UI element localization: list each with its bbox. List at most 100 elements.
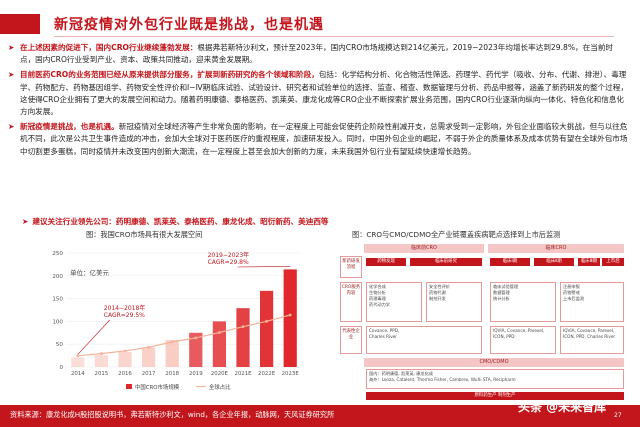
bar-2021E xyxy=(236,308,250,367)
bullet-list: ➤ 在上述因素的促进下，国内CRO行业继续蓬勃发展：根据弗若斯特沙利文，预计至2… xyxy=(8,42,628,161)
title-divider xyxy=(54,36,614,37)
company-box: IQVIA, Covance, Parexel, ICON, PPD xyxy=(490,326,556,354)
side-label: 代表性企业 xyxy=(340,326,362,354)
bar-2023E xyxy=(283,269,297,367)
bullet-body: 新冠疫情对全球经济等产生非常负面的影响，在一定程度上可能会促使药企阶段性削减开支… xyxy=(20,122,628,156)
bullet-lead: 在上述因素的促进下，国内CRO行业继续蓬勃发展： xyxy=(20,43,198,52)
service-box: 注册申报 药物警戒 上市后监测 xyxy=(560,282,624,322)
bullet-item: ➤ 新冠疫情是挑战，也是机遇。新冠疫情对全球经济等产生非常负面的影响，在一定程度… xyxy=(8,121,628,158)
recommendation-text: 建议关注行业领先公司：药明康德、凯莱英、泰格医药、康龙化成、昭衍新药、美迪西等 xyxy=(32,217,329,226)
share-point-2015 xyxy=(100,352,103,355)
bullet-arrow-icon: ➤ xyxy=(8,122,15,132)
clinical-cro-band: 临床CRO xyxy=(488,244,624,253)
bullet-text: 在上述因素的促进下，国内CRO行业继续蓬勃发展：根据弗若斯特沙利文，预计至202… xyxy=(20,42,628,66)
x-tick-label: 2015 xyxy=(95,371,109,377)
y-tick-label: 250 xyxy=(52,251,63,257)
annotation-2019-2023-pointer xyxy=(237,266,291,268)
cro-cmo-diagram: 临床前CRO 临床CRO 新药研发流程 CRO服务内容 代表性企业 药物发现 临… xyxy=(338,242,628,402)
source-bar xyxy=(0,405,640,427)
cmo-company-box: 国内：药明康德, 凯莱英, 康龙化成 海外：Lonza, Catalent, T… xyxy=(366,369,624,389)
right-figure-title: 图：CRO与CMO/CDMO全产业链覆盖疾病靶点选择到上市后监测 xyxy=(352,230,561,239)
cmo-cdmo-band: CMO/CDMO xyxy=(364,358,624,367)
title-bar: 新冠疫情对外包行业既是挑战，也是机遇 xyxy=(0,0,640,40)
share-point-2021E xyxy=(241,325,245,329)
cro-market-chart: 单位：亿美元 0 50 100 150 200 250 2014 2015 2016 2017 201… xyxy=(44,243,310,395)
share-point-2022E xyxy=(265,319,268,323)
company-box: IQVIA, Covance, Parexel, ICON, PPD, Char… xyxy=(560,326,624,354)
y-tick-label: 200 xyxy=(52,274,63,280)
legend-label-line: 全球占比 xyxy=(209,383,231,391)
bar-2015 xyxy=(94,355,109,367)
bullet-arrow-icon: ➤ xyxy=(8,70,15,80)
y-tick-label: 0 xyxy=(59,365,63,371)
stage-tag: 药物发现 xyxy=(366,258,406,266)
x-tick-label: 2021E xyxy=(234,371,252,377)
recommendation-line: ➤ 建议关注行业领先公司：药明康德、凯莱英、泰格医药、康龙化成、昭衍新药、美迪西等 xyxy=(22,216,329,227)
annotation-2014-2018-cagr: CAGR=29.5% xyxy=(104,312,145,319)
page-title: 新冠疫情对外包行业既是挑战，也是机遇 xyxy=(54,17,324,33)
bar-2022E xyxy=(259,290,274,367)
share-point-2016 xyxy=(123,349,127,353)
bullet-item: ➤ 在上述因素的促进下，国内CRO行业继续蓬勃发展：根据弗若斯特沙利文，预计至2… xyxy=(8,42,628,66)
bullet-body: 根据弗若斯特沙利文，预计至2023年，国内CRO市场规模达到214亿美元，201… xyxy=(20,43,614,65)
bullet-text: 新冠疫情是挑战，也是机遇。新冠疫情对全球经济等产生非常负面的影响，在一定程度上可… xyxy=(20,121,628,158)
x-tick-label: 2014 xyxy=(71,371,85,377)
y-tick-label: 100 xyxy=(52,319,63,325)
share-point-2017 xyxy=(147,345,150,349)
page-number: 27 xyxy=(614,412,622,419)
bar-2018 xyxy=(165,340,179,367)
stage-tag: 临床Ⅲ期 xyxy=(578,258,600,266)
x-tick-label: 2019 xyxy=(189,371,203,377)
share-line xyxy=(77,314,291,357)
service-box: 临床试验管理 数据管理 统计分析 xyxy=(490,282,556,322)
bar-2014 xyxy=(71,357,85,367)
service-box: 安全性评价 药物代谢 制剂开发 xyxy=(426,282,482,322)
stage-tag: 临床Ⅱ期 xyxy=(534,258,574,266)
side-label: CRO服务内容 xyxy=(340,282,362,322)
bullet-item: ➤ 目前医药CRO的业务范围已经从原来提供部分服务，扩展到新药研究的各个领域和阶… xyxy=(8,69,628,118)
share-point-2019 xyxy=(194,336,198,340)
bar-2020E xyxy=(212,321,227,367)
share-point-2018 xyxy=(170,340,174,344)
x-tick-label: 2017 xyxy=(142,371,156,377)
x-tick-label: 2022E xyxy=(258,371,276,377)
legend-label-bars: 中国CRO市场规模 xyxy=(135,383,180,391)
x-tick-label: 2023E xyxy=(282,371,300,377)
watermark: 头条 @未来智库 xyxy=(518,400,607,414)
chart-svg: 单位：亿美元 0 50 100 150 200 250 2014 2015 2016 2017 201… xyxy=(52,251,302,391)
share-point-2023E xyxy=(288,313,292,317)
side-label: 新药研发流程 xyxy=(340,256,362,278)
bullet-arrow-icon: ➤ xyxy=(8,43,15,52)
title-accent-block xyxy=(0,14,40,34)
share-point-2014 xyxy=(76,354,80,358)
annotation-2014-2018-pointer xyxy=(77,319,110,355)
y-tick-label: 150 xyxy=(52,297,63,303)
annotation-2019-2023: 2019−2023年 xyxy=(208,251,250,259)
bullet-lead: 目前医药CRO的业务范围已经从原来提供部分服务，扩展到新药研究的各个领域和阶段， xyxy=(20,70,319,80)
bullet-arrow-icon: ➤ xyxy=(22,217,29,226)
left-figure-title: 图：我国CRO市场具有很大发展空间 xyxy=(86,230,203,239)
bullet-text: 目前医药CRO的业务范围已经从原来提供部分服务，扩展到新药研究的各个领域和阶段，… xyxy=(20,69,628,118)
production-band: 原料药生产 制剂生产 xyxy=(366,392,624,400)
stage-tag: 上市后 xyxy=(602,258,624,266)
bar-2017 xyxy=(141,347,156,367)
unit-label: 单位：亿美元 xyxy=(70,268,110,277)
x-tick-label: 2018 xyxy=(165,371,179,377)
legend-swatch-bars xyxy=(126,384,132,389)
share-point-2020E xyxy=(218,331,221,334)
stage-tag: 临床Ⅰ期 xyxy=(490,258,530,266)
bullet-lead: 新冠疫情是挑战，也是机遇。 xyxy=(20,122,119,132)
x-tick-label: 2020E xyxy=(211,371,229,377)
service-box: 化学合成 生物分析 药理毒理 药代动力学 xyxy=(366,282,422,322)
company-box: Covance, PPD, Charles River xyxy=(366,326,482,354)
bar-2019 xyxy=(189,332,203,367)
stage-tag: 临床前研究 xyxy=(410,258,482,266)
annotation-2014-2018: 2014−2018年 xyxy=(104,304,146,312)
y-tick-label: 50 xyxy=(56,342,64,348)
source-note: 资料来源：康龙化成H股招股说明书，弗若斯特沙利文，wind，各企业年报，动脉网，… xyxy=(10,410,335,419)
preclinical-cro-band: 临床前CRO xyxy=(364,244,484,253)
bullet-body: 包括：化学结构分析、化合物活性筛选、药理学、药代学（吸收、分布、代谢、排泄）、毒… xyxy=(20,70,628,117)
bar-2016 xyxy=(118,351,132,367)
x-tick-label: 2016 xyxy=(118,371,132,377)
annotation-2019-2023-cagr: CAGR=29.8% xyxy=(208,259,249,266)
